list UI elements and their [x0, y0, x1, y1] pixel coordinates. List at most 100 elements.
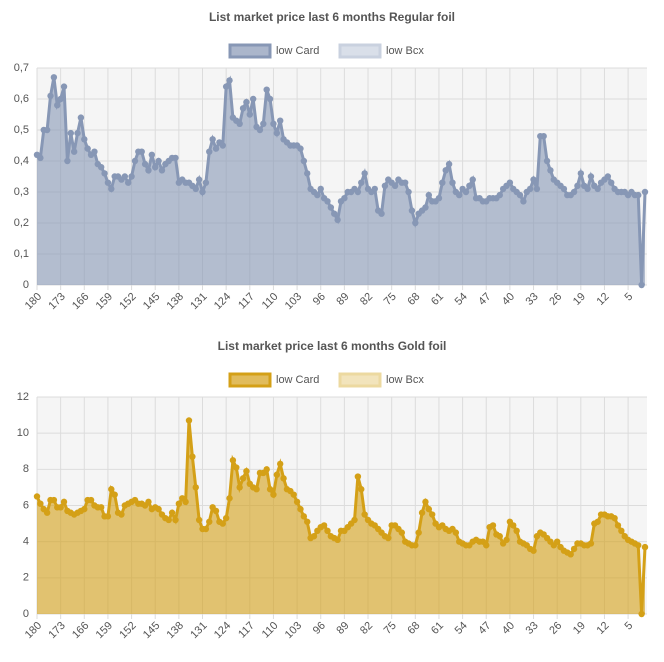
- point: [293, 498, 301, 506]
- point: [526, 185, 534, 193]
- point: [175, 500, 183, 507]
- point: [202, 179, 210, 186]
- point: [81, 136, 88, 143]
- point: [574, 182, 581, 189]
- x-tick-label: 47: [476, 620, 493, 637]
- point: [185, 417, 193, 424]
- point: [236, 120, 243, 128]
- point: [212, 507, 220, 515]
- point: [358, 486, 365, 493]
- point: [104, 179, 112, 186]
- point: [608, 179, 615, 186]
- point: [334, 536, 341, 544]
- point: [43, 126, 51, 134]
- point: [412, 219, 419, 227]
- point: [483, 542, 490, 549]
- point: [229, 457, 237, 464]
- point: [263, 86, 270, 93]
- point: [314, 191, 321, 199]
- point: [560, 185, 568, 193]
- point: [429, 511, 436, 518]
- point: [385, 534, 392, 542]
- x-tick-label: 131: [188, 620, 209, 641]
- point: [587, 173, 595, 180]
- y-tick-label: 0,5: [14, 124, 29, 136]
- y-tick-label: 0,3: [14, 186, 29, 198]
- point: [148, 151, 156, 158]
- point: [317, 185, 324, 193]
- point: [37, 500, 44, 507]
- point: [256, 126, 264, 134]
- x-tick-label: 12: [594, 620, 611, 637]
- point: [118, 511, 125, 518]
- point: [341, 195, 348, 202]
- x-tick-label: 82: [358, 291, 375, 308]
- x-tick-label: 138: [165, 620, 186, 641]
- point: [635, 542, 642, 549]
- point: [263, 466, 270, 473]
- x-tick-label: 47: [476, 291, 493, 308]
- x-tick-label: 110: [260, 620, 281, 641]
- point: [97, 504, 105, 511]
- point: [449, 179, 456, 186]
- point: [273, 471, 281, 478]
- x-tick-label: 40: [500, 291, 517, 308]
- point: [253, 486, 260, 493]
- x-tick-label: 5: [622, 291, 635, 304]
- point: [567, 551, 574, 558]
- point: [168, 509, 176, 516]
- point: [520, 198, 527, 205]
- point: [111, 491, 118, 498]
- x-tick-label: 89: [334, 620, 351, 637]
- legend-label: low Bcx: [386, 45, 424, 57]
- area: [37, 77, 645, 285]
- point: [195, 176, 203, 183]
- point: [145, 167, 152, 174]
- point: [358, 179, 365, 186]
- point: [172, 154, 179, 162]
- y-tick-label: 0,7: [14, 62, 29, 74]
- point: [128, 173, 135, 180]
- point: [378, 210, 385, 217]
- point: [456, 191, 463, 199]
- point: [101, 170, 108, 177]
- point: [172, 516, 179, 524]
- x-tick-label: 54: [453, 291, 470, 308]
- x-tick-label: 96: [311, 291, 328, 308]
- point: [543, 157, 551, 165]
- point: [320, 522, 328, 529]
- point: [577, 170, 585, 177]
- point: [277, 117, 284, 124]
- point: [584, 185, 591, 193]
- y-tick-label: 0: [23, 279, 29, 291]
- point: [141, 160, 149, 168]
- point: [452, 529, 460, 536]
- point: [641, 188, 649, 196]
- point: [381, 182, 389, 189]
- point: [361, 511, 368, 518]
- y-tick-label: 8: [23, 463, 29, 475]
- point: [125, 179, 132, 186]
- point: [212, 145, 220, 152]
- point: [249, 95, 257, 103]
- point: [202, 525, 210, 533]
- point: [594, 185, 601, 193]
- point: [530, 547, 537, 554]
- y-tick-label: 6: [23, 499, 29, 511]
- x-tick-label: 61: [429, 620, 446, 637]
- point: [246, 111, 253, 118]
- y-tick-label: 0: [23, 608, 29, 620]
- x-tick-label: 26: [547, 620, 564, 637]
- point: [422, 498, 429, 506]
- point: [354, 188, 362, 196]
- legend-swatch: [228, 372, 272, 388]
- point: [243, 98, 250, 106]
- point: [401, 179, 409, 186]
- point: [233, 464, 240, 471]
- chart-title: List market price last 6 months Regular …: [209, 10, 455, 24]
- point: [270, 120, 277, 128]
- point: [425, 505, 433, 513]
- point: [354, 473, 362, 480]
- point: [513, 527, 520, 535]
- point: [324, 527, 331, 535]
